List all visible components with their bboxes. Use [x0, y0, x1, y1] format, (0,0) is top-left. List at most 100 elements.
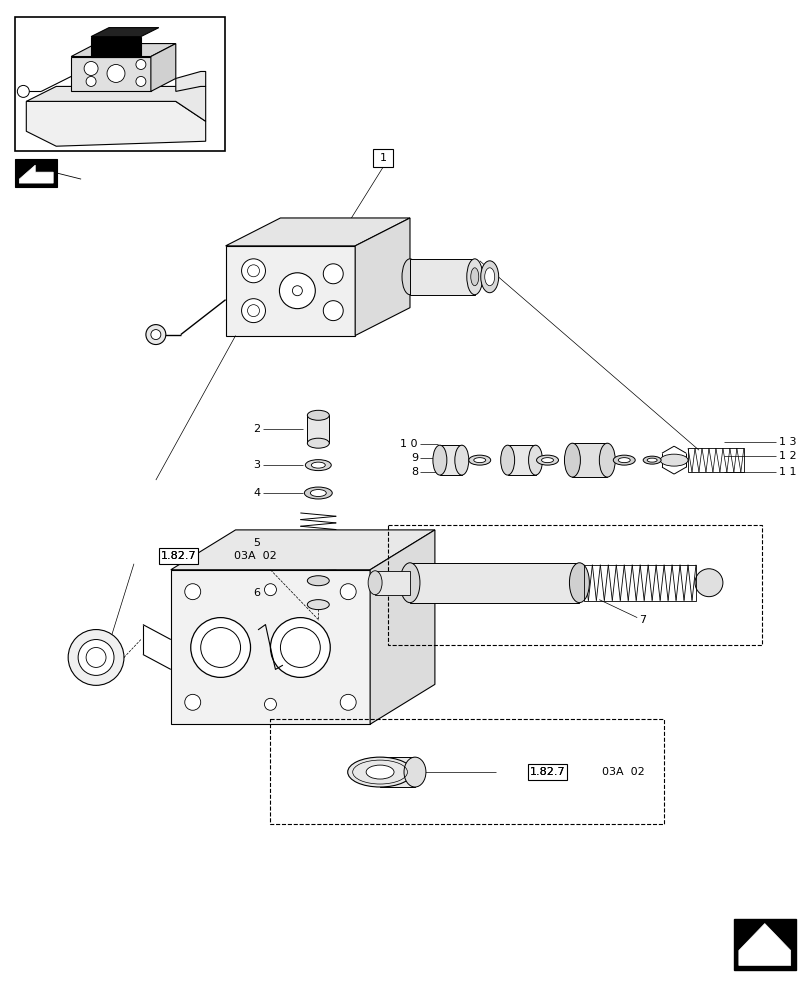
Bar	[307, 581, 328, 605]
Ellipse shape	[536, 455, 558, 465]
Polygon shape	[738, 924, 790, 965]
Bar	[733, 919, 795, 970]
Polygon shape	[175, 71, 205, 91]
Text: 03A  02: 03A 02	[234, 551, 276, 561]
Ellipse shape	[305, 460, 331, 471]
Circle shape	[241, 259, 265, 283]
Bar	[507, 445, 535, 475]
Polygon shape	[26, 101, 205, 146]
Circle shape	[340, 694, 356, 710]
Circle shape	[17, 85, 29, 97]
Polygon shape	[151, 44, 175, 91]
Polygon shape	[71, 57, 151, 91]
Text: 1 1: 1 1	[778, 467, 796, 477]
Text: 4: 4	[253, 488, 260, 498]
Ellipse shape	[347, 757, 412, 787]
Text: 1.82.7: 1.82.7	[529, 767, 564, 777]
Bar	[270, 719, 663, 824]
Ellipse shape	[659, 454, 687, 466]
Bar	[527, 764, 566, 780]
Polygon shape	[225, 246, 354, 336]
Circle shape	[146, 325, 165, 345]
Text: 1 3: 1 3	[778, 437, 796, 447]
Ellipse shape	[480, 261, 498, 293]
Ellipse shape	[366, 765, 393, 779]
Circle shape	[107, 64, 125, 82]
Ellipse shape	[617, 458, 629, 463]
Polygon shape	[71, 44, 175, 57]
Text: 5: 5	[253, 538, 260, 548]
Ellipse shape	[454, 445, 468, 475]
Ellipse shape	[500, 445, 514, 475]
Circle shape	[264, 584, 276, 596]
Bar	[375, 571, 410, 595]
Bar	[15, 159, 57, 187]
Bar	[307, 415, 328, 443]
Text: 2: 2	[253, 424, 260, 434]
Circle shape	[151, 330, 161, 340]
Ellipse shape	[646, 458, 656, 462]
Circle shape	[247, 305, 260, 317]
Ellipse shape	[468, 455, 490, 465]
Ellipse shape	[310, 490, 326, 497]
Circle shape	[135, 76, 146, 86]
Circle shape	[279, 273, 315, 309]
Polygon shape	[225, 218, 410, 246]
Text: 8: 8	[410, 467, 418, 477]
Ellipse shape	[404, 757, 426, 787]
Ellipse shape	[612, 455, 634, 465]
Text: 3: 3	[253, 460, 260, 470]
Circle shape	[78, 640, 114, 675]
Bar	[372, 149, 393, 167]
Circle shape	[323, 264, 343, 284]
Circle shape	[68, 630, 124, 685]
Text: 7: 7	[638, 615, 646, 625]
Ellipse shape	[367, 571, 382, 595]
Ellipse shape	[307, 576, 328, 586]
Bar	[159, 548, 198, 564]
Circle shape	[86, 76, 96, 86]
Text: 6: 6	[253, 588, 260, 598]
Polygon shape	[91, 28, 159, 37]
Polygon shape	[26, 86, 205, 121]
Text: 1 0: 1 0	[400, 439, 418, 449]
Ellipse shape	[401, 259, 418, 295]
Ellipse shape	[307, 438, 328, 448]
Ellipse shape	[569, 563, 589, 603]
Polygon shape	[19, 165, 54, 183]
Circle shape	[694, 569, 722, 597]
Text: 03A  02: 03A 02	[602, 767, 644, 777]
Text: 9: 9	[410, 453, 418, 463]
Circle shape	[340, 584, 356, 600]
Polygon shape	[91, 37, 141, 57]
Circle shape	[200, 628, 240, 667]
Circle shape	[84, 62, 98, 75]
Ellipse shape	[564, 443, 580, 477]
Ellipse shape	[400, 563, 419, 603]
Ellipse shape	[311, 462, 325, 468]
Circle shape	[247, 265, 260, 277]
Bar	[410, 563, 579, 603]
Ellipse shape	[470, 268, 478, 286]
Circle shape	[323, 301, 343, 321]
Ellipse shape	[599, 443, 615, 477]
Ellipse shape	[466, 259, 483, 295]
Ellipse shape	[292, 286, 302, 296]
Circle shape	[86, 647, 106, 667]
Ellipse shape	[541, 458, 553, 463]
Text: 1: 1	[379, 153, 386, 163]
Ellipse shape	[484, 268, 494, 286]
Bar	[388, 525, 761, 645]
Ellipse shape	[642, 456, 660, 464]
Bar	[687, 448, 743, 472]
Circle shape	[241, 299, 265, 323]
Polygon shape	[354, 218, 410, 336]
Text: 1.82.7: 1.82.7	[161, 551, 196, 561]
Circle shape	[280, 628, 320, 667]
Polygon shape	[370, 530, 435, 724]
Bar	[15, 17, 225, 151]
Bar	[584, 565, 695, 601]
Bar	[440, 445, 461, 475]
Circle shape	[270, 618, 330, 677]
Ellipse shape	[432, 445, 446, 475]
